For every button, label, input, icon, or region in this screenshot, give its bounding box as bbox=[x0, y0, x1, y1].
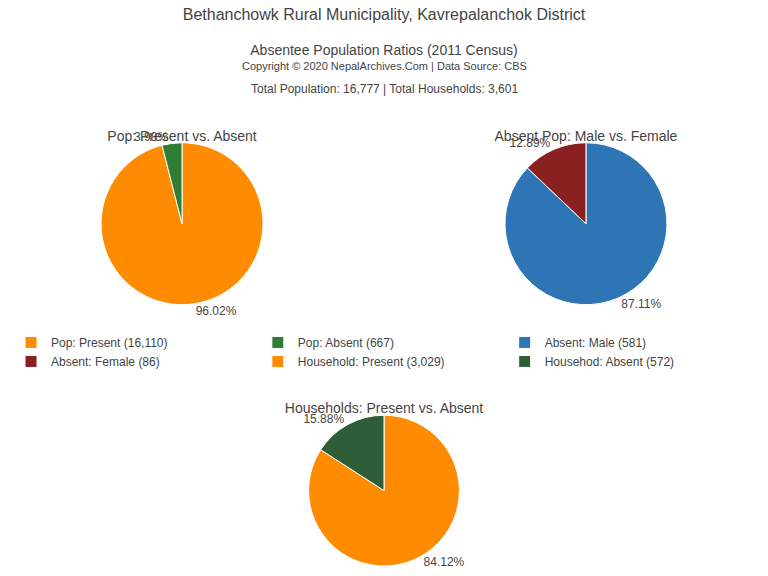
svg-text:12.89%: 12.89% bbox=[510, 136, 551, 150]
svg-text:3.98%: 3.98% bbox=[134, 130, 168, 144]
svg-text:Copyright © 2020 NepalArchives: Copyright © 2020 NepalArchives.Com | Dat… bbox=[242, 60, 527, 72]
svg-text:84.12%: 84.12% bbox=[424, 555, 465, 569]
svg-text:96.02%: 96.02% bbox=[196, 304, 237, 318]
svg-text:Household: Present (3,029): Household: Present (3,029) bbox=[298, 355, 445, 369]
svg-text:Bethanchowk Rural Municipality: Bethanchowk Rural Municipality, Kavrepal… bbox=[183, 6, 586, 23]
svg-text:Absent: Male (581): Absent: Male (581) bbox=[545, 336, 646, 350]
svg-text:Households: Present vs. Absent: Households: Present vs. Absent bbox=[285, 400, 484, 416]
svg-text:Househod: Absent (572): Househod: Absent (572) bbox=[545, 355, 674, 369]
svg-text:Pop: Present (16,110): Pop: Present (16,110) bbox=[51, 336, 168, 350]
svg-text:Total Population: 16,777 | Tot: Total Population: 16,777 | Total Househo… bbox=[251, 82, 518, 96]
svg-text:Absent Pop: Male vs. Female: Absent Pop: Male vs. Female bbox=[495, 128, 678, 144]
svg-text:Pop: Present vs. Absent: Pop: Present vs. Absent bbox=[107, 128, 257, 144]
svg-text:Absentee Population Ratios (20: Absentee Population Ratios (2011 Census) bbox=[250, 42, 517, 58]
svg-text:87.11%: 87.11% bbox=[621, 297, 661, 311]
svg-text:Pop: Absent (667): Pop: Absent (667) bbox=[298, 336, 394, 350]
svg-text:Absent: Female (86): Absent: Female (86) bbox=[51, 355, 160, 369]
svg-text:15.88%: 15.88% bbox=[303, 412, 344, 426]
